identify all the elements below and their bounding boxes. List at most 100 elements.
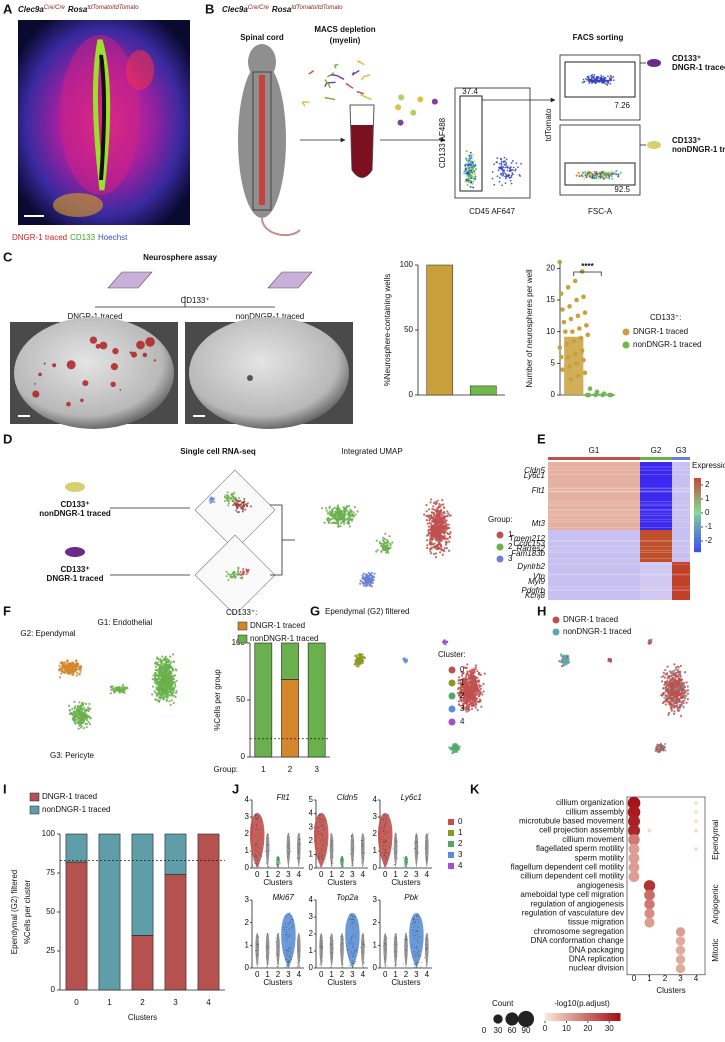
- neurosphere: [142, 352, 148, 358]
- cell-dot: [567, 661, 570, 664]
- cell-dot: [352, 864, 354, 866]
- cell-dot: [226, 494, 229, 497]
- step-label: FACS sorting: [573, 33, 624, 42]
- facs-event: [520, 162, 522, 165]
- cell-dot: [473, 687, 476, 690]
- cell-dot: [299, 843, 301, 845]
- cell-dot: [347, 517, 351, 520]
- cell-dot: [466, 696, 469, 699]
- cell-dot: [266, 947, 268, 949]
- stain: CD133: [70, 233, 95, 242]
- cell-dot: [469, 671, 472, 674]
- gene-label: Rarres2: [517, 544, 546, 553]
- cell-dot: [455, 745, 458, 748]
- cell-dot: [467, 709, 470, 712]
- cell-dot: [474, 666, 477, 669]
- facs-event: [469, 163, 472, 166]
- cell-dot: [444, 524, 447, 527]
- cell-dot: [161, 655, 164, 658]
- facs-event: [474, 164, 477, 167]
- cell-dot: [432, 519, 435, 522]
- cell-dot: [289, 956, 291, 958]
- cell-dot: [385, 551, 388, 554]
- facs-event: [584, 175, 587, 178]
- cell-dot: [677, 706, 680, 709]
- cell-dot: [423, 513, 426, 516]
- cell-dot: [354, 663, 357, 666]
- cell-dot: [426, 841, 428, 843]
- cell-dot: [85, 726, 88, 729]
- heatmap-block: [548, 562, 640, 600]
- facs-event: [604, 174, 607, 177]
- y-tick-label: 3: [373, 812, 378, 821]
- cell-dot: [444, 526, 447, 530]
- cell-dot: [438, 512, 441, 515]
- cell-dot: [327, 512, 330, 515]
- cell-dot: [154, 668, 157, 672]
- facs-event: [465, 179, 468, 182]
- cell-dot: [466, 687, 469, 690]
- cell-dot: [474, 702, 478, 705]
- cell-dot: [479, 687, 482, 690]
- cell-dot: [686, 692, 690, 695]
- cell-dot: [385, 845, 387, 847]
- facs-event: [502, 173, 505, 176]
- micrograph-region: [93, 39, 111, 191]
- cell-dot: [328, 513, 332, 517]
- cell-dot: [256, 818, 258, 820]
- cell-dot: [267, 935, 269, 937]
- cell-sketch: [351, 69, 360, 76]
- cell-dot: [439, 509, 442, 512]
- cell-dot: [388, 853, 390, 855]
- facs-event: [619, 171, 622, 174]
- cell-dot: [255, 814, 257, 816]
- cell-dot: [427, 525, 431, 528]
- cell-dot: [121, 683, 125, 686]
- facs-event: [506, 169, 509, 172]
- cell-dot: [383, 838, 385, 840]
- cell-dot: [287, 845, 289, 847]
- cell-dot: [364, 852, 366, 854]
- population-name: nonDNGR-1 traced: [672, 145, 725, 154]
- cell-dot: [406, 861, 408, 863]
- cell-dot: [162, 674, 165, 677]
- cell-dot: [435, 515, 439, 518]
- y-tick-label: 3: [245, 895, 250, 904]
- cell-dot: [226, 499, 229, 502]
- cell-dot: [358, 661, 362, 664]
- cell-dot: [242, 567, 245, 570]
- group-bar: [548, 457, 640, 460]
- cell-dot: [466, 670, 469, 673]
- cell-dot: [256, 826, 258, 828]
- facs-event: [472, 153, 475, 156]
- cell-dot: [322, 828, 324, 830]
- cell-dot: [362, 840, 364, 842]
- cell-dot: [233, 570, 236, 573]
- cell-dot: [472, 683, 476, 686]
- cell-dot: [74, 711, 77, 714]
- cell-dot: [385, 848, 387, 850]
- cell-dot: [426, 858, 428, 860]
- cell-dot: [478, 700, 481, 703]
- cell-dot: [242, 505, 245, 508]
- cell-dot: [210, 496, 213, 499]
- cell-dot: [255, 819, 257, 821]
- cell-dot: [482, 682, 485, 686]
- cell-dot: [241, 508, 244, 511]
- cell-dot: [476, 709, 479, 712]
- colorbar-step: [694, 525, 701, 531]
- cell-dot: [344, 518, 347, 521]
- cell-dot: [327, 518, 330, 521]
- well-label: DNGR-1 traced: [67, 312, 122, 321]
- facs-event: [586, 172, 589, 175]
- cell-dot: [319, 852, 321, 854]
- cell-dot: [121, 685, 124, 688]
- legend-label: nonDNGR-1 traced: [563, 627, 631, 636]
- facs-event: [609, 77, 611, 80]
- cell-dot: [432, 533, 436, 536]
- micrograph-region: [60, 35, 140, 195]
- cell-dot: [480, 705, 483, 708]
- cell-dot: [254, 866, 256, 868]
- cell-dot: [88, 702, 91, 706]
